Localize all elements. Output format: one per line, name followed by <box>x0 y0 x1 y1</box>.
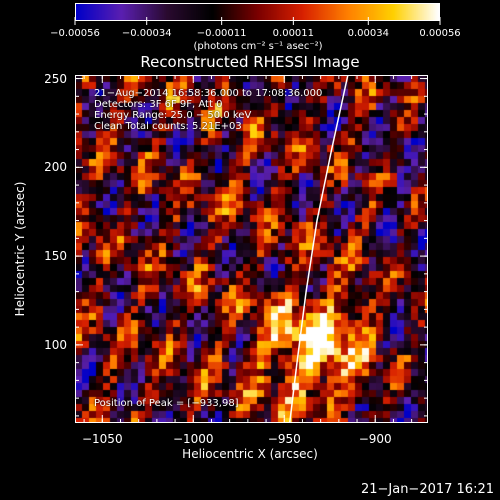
y-tick-label: 100 <box>44 337 67 352</box>
colorbar-units: (photons cm⁻² s⁻¹ asec⁻²) <box>193 41 323 52</box>
timestamp: 21−Jan−2017 16:21 <box>360 482 494 497</box>
colorbar-tick-label: 0.00011 <box>272 28 315 39</box>
counts-annotation: Clean Total counts: 5.21E+03 <box>94 121 242 132</box>
y-axis-label: Heliocentric Y (arcsec) <box>13 181 27 317</box>
colorbar-ticks <box>74 17 441 25</box>
colorbar-tick-label: 0.00056 <box>419 28 461 39</box>
plot-frame <box>75 75 428 423</box>
colorbar-tick-label: −0.00056 <box>50 28 100 39</box>
colorbar-tick-label: −0.00011 <box>196 28 247 39</box>
plot-title: Reconstructed RHESSI Image <box>140 53 360 71</box>
y-tick-label: 250 <box>44 71 67 86</box>
x-tick-label: −1000 <box>172 432 214 446</box>
y-tick-label: 150 <box>44 249 67 264</box>
detectors-annotation: Detectors: 3F 6F 9F, Att 0 <box>94 99 223 110</box>
colorbar <box>75 3 440 21</box>
plot-area: 21−Aug−2014 16:58:36.000 to 17:08:36.000… <box>75 75 428 423</box>
x-axis-label: Heliocentric X (arcsec) <box>182 447 318 461</box>
x-tick-label: −900 <box>358 432 392 446</box>
x-tick-label: −1050 <box>81 432 123 446</box>
peak-position-annotation: Position of Peak = [−933,98] <box>94 398 239 409</box>
colorbar-tick-label: −0.00034 <box>121 28 172 39</box>
time-range-annotation: 21−Aug−2014 16:58:36.000 to 17:08:36.000 <box>94 88 323 99</box>
solar-limb-line <box>288 75 349 423</box>
plot-overlay <box>75 75 428 423</box>
heatmap-image <box>75 75 428 423</box>
x-tick-label: −950 <box>267 432 301 446</box>
colorbar-tick-label: 0.00034 <box>347 28 389 39</box>
energy-range-annotation: Energy Range: 25.0 − 50.0 keV <box>94 110 252 121</box>
y-tick-label: 200 <box>44 160 67 175</box>
